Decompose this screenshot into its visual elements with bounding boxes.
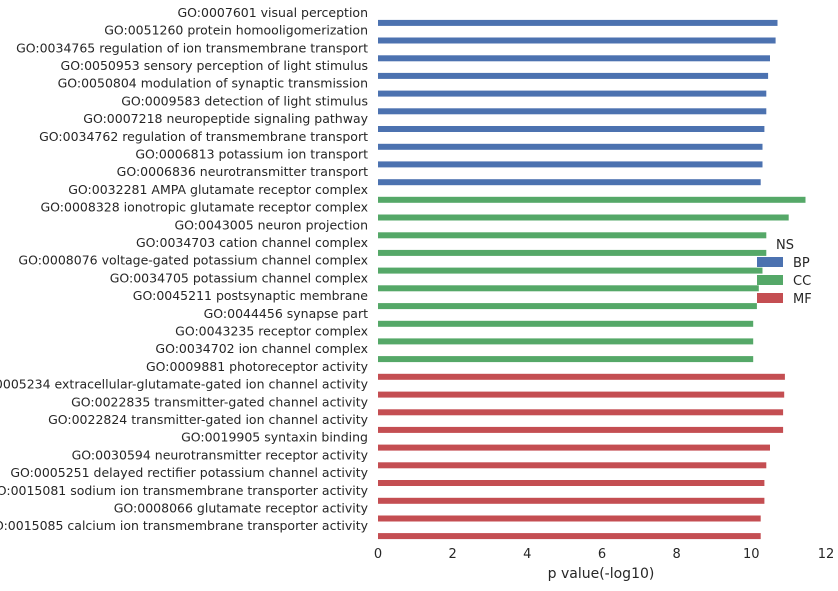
y-tick-label: GO:0007601 visual perception — [177, 5, 368, 20]
bar-bp — [378, 37, 776, 44]
x-tick-label: 2 — [449, 547, 457, 562]
legend-swatch-bp — [757, 257, 783, 267]
legend-label-cc: CC — [793, 274, 811, 289]
y-tick-label: GO:0019905 syntaxin binding — [181, 430, 368, 445]
y-tick-label: GO:0034762 regulation of transmembrane t… — [39, 129, 368, 144]
bar-mf — [378, 391, 785, 398]
x-tick-label: 0 — [374, 547, 382, 562]
bar-bp — [378, 19, 778, 26]
bar-mf — [378, 497, 765, 504]
bar-cc — [378, 285, 759, 292]
y-tick-label: GO:0045211 postsynaptic membrane — [133, 288, 369, 303]
y-tick-label: GO:0051260 protein homooligomerization — [104, 23, 368, 38]
y-tick-label: GO:0022824 transmitter-gated ion channel… — [48, 412, 369, 427]
y-tick-label: GO:0043005 neuron projection — [174, 217, 368, 232]
bar-bp — [378, 55, 770, 62]
bar-mf — [378, 409, 784, 416]
x-tick-label: 8 — [673, 547, 681, 562]
bar-cc — [378, 249, 767, 256]
y-tick-label: GO:0005234 extracellular-glutamate-gated… — [0, 377, 369, 392]
y-tick-label: GO:0005251 delayed rectifier potassium c… — [10, 465, 368, 480]
y-tick-label: GO:0050953 sensory perception of light s… — [61, 58, 368, 73]
y-tick-label: GO:0015081 sodium ion transmembrane tran… — [0, 483, 369, 498]
y-tick-label: GO:0034705 potassium channel complex — [110, 270, 368, 285]
legend-swatch-cc — [757, 275, 783, 285]
y-tick-label: GO:0034703 cation channel complex — [136, 235, 368, 250]
y-tick-label: GO:0043235 receptor complex — [175, 323, 368, 338]
y-tick-labels: GO:0007601 visual perception GO:0051260 p… — [0, 5, 369, 533]
bars-layer — [378, 19, 806, 540]
legend-title: NS — [776, 238, 794, 253]
bar-bp — [378, 179, 761, 186]
y-tick-label: GO:0008076 voltage-gated potassium chann… — [18, 253, 368, 268]
y-tick-label: GO:0008066 glutamate receptor activity — [114, 501, 369, 516]
x-tick-label: 10 — [743, 547, 760, 562]
bar-cc — [378, 196, 806, 203]
y-tick-label: GO:0007218 neuropeptide signaling pathwa… — [83, 111, 368, 126]
x-tick-label: 12 — [818, 547, 835, 562]
bar-cc — [378, 338, 754, 345]
x-tick-label: 6 — [598, 547, 606, 562]
bar-cc — [378, 356, 754, 363]
bar-bp — [378, 90, 767, 97]
legend: NS BP CC MF — [757, 238, 812, 307]
bar-mf — [378, 444, 770, 451]
bar-cc — [378, 267, 763, 274]
bar-mf — [378, 533, 761, 540]
legend-swatch-mf — [757, 293, 783, 303]
y-tick-label: GO:0034765 regulation of ion transmembra… — [16, 40, 368, 55]
y-tick-label: GO:0006836 neurotransmitter transport — [117, 164, 368, 179]
bar-bp — [378, 143, 763, 150]
bar-cc — [378, 232, 767, 239]
bar-bp — [378, 108, 767, 115]
bar-mf — [378, 426, 784, 433]
bar-bp — [378, 126, 765, 132]
bar-cc — [378, 214, 789, 221]
y-tick-label: GO:0009881 photoreceptor activity — [146, 359, 369, 374]
bar-bp — [378, 161, 763, 168]
legend-label-bp: BP — [793, 256, 810, 271]
y-tick-label: GO:0015085 calcium ion transmembrane tra… — [0, 518, 369, 533]
y-tick-label: GO:0032281 AMPA glutamate receptor compl… — [68, 182, 368, 197]
bar-mf — [378, 373, 785, 380]
y-tick-label: GO:0022835 transmitter-gated channel act… — [71, 394, 368, 409]
y-tick-label: GO:0008328 ionotropic glutamate receptor… — [41, 200, 369, 215]
bar-bp — [378, 72, 769, 79]
bar-cc — [378, 303, 757, 310]
x-tick-label: 4 — [523, 547, 531, 562]
y-tick-label: GO:0006813 potassium ion transport — [135, 146, 368, 161]
legend-label-mf: MF — [793, 292, 812, 307]
y-tick-label: GO:0030594 neurotransmitter receptor act… — [72, 447, 369, 462]
y-tick-label: GO:0034702 ion channel complex — [155, 341, 368, 356]
y-tick-label: GO:0009583 detection of light stimulus — [121, 93, 368, 108]
bar-mf — [378, 515, 761, 522]
x-axis-label: p value(-log10) — [548, 566, 655, 582]
x-tick-labels: 0 2 4 6 8 10 12 — [374, 547, 834, 562]
bar-mf — [378, 462, 767, 469]
y-tick-label: GO:0044456 synapse part — [204, 306, 368, 321]
bar-cc — [378, 320, 754, 327]
bar-mf — [378, 480, 765, 486]
y-tick-label: GO:0050804 modulation of synaptic transm… — [58, 76, 368, 91]
